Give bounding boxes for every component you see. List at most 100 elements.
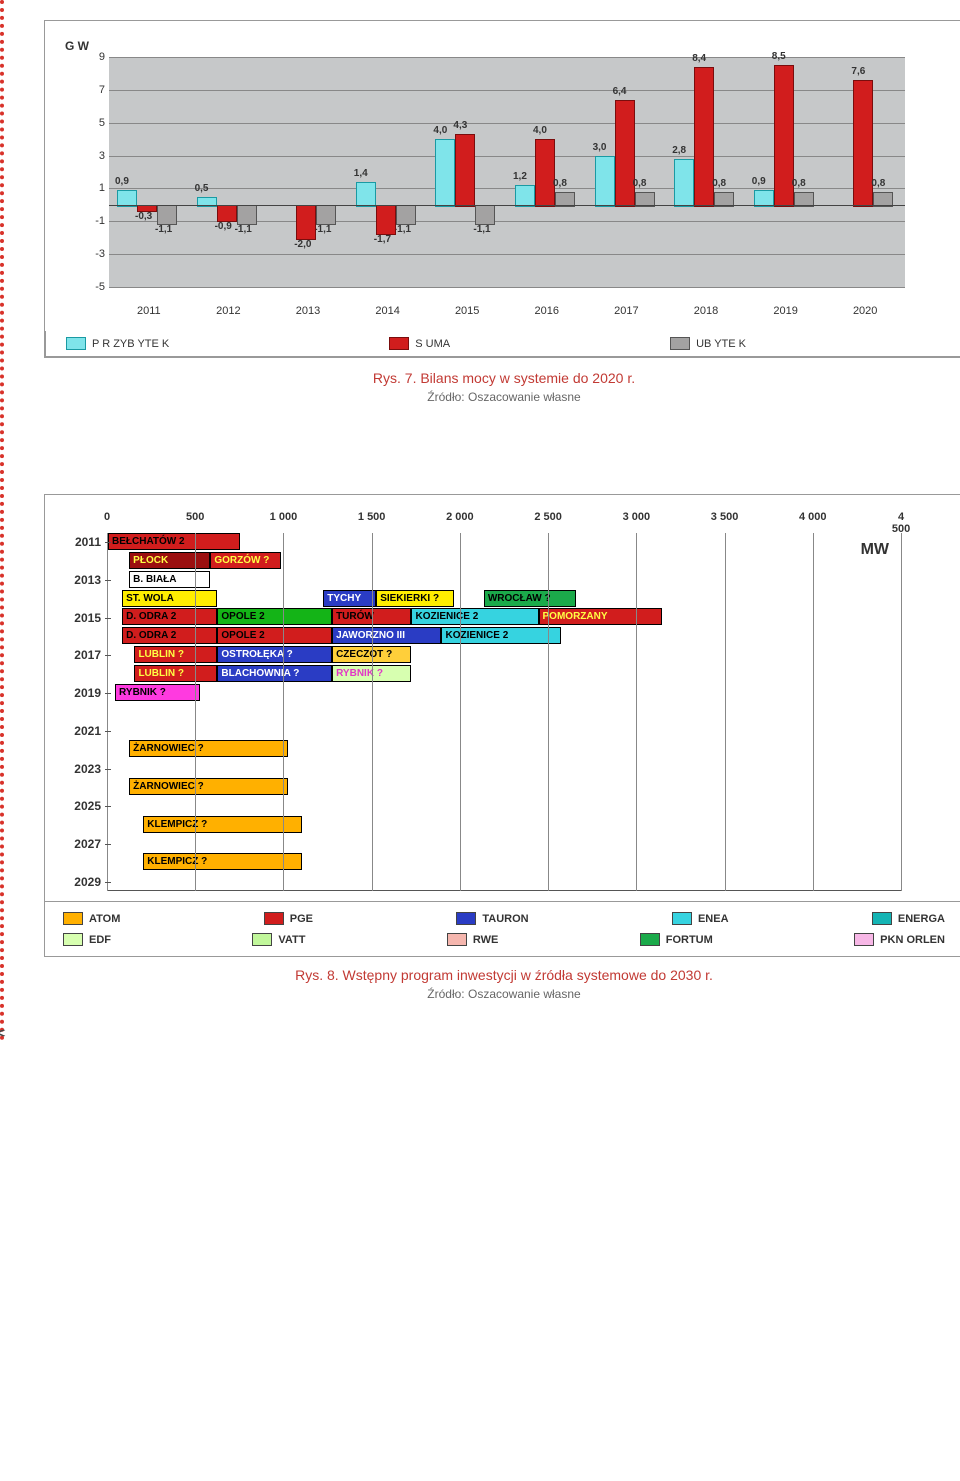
- chart1-value: 0,8: [712, 178, 726, 189]
- chart1-bar: [316, 205, 336, 225]
- chart2-xtick: 0: [104, 511, 110, 523]
- chart2-bar: WROCŁAW ?: [484, 590, 576, 607]
- chart1-xtick: 2013: [268, 305, 348, 317]
- chart1-value: 1,4: [354, 168, 368, 179]
- chart2-xtick: 1 500: [358, 511, 386, 523]
- chart2-bar: ŻARNOWIEC ?: [129, 778, 288, 795]
- chart2-ytick: 2017: [61, 648, 101, 662]
- chart2-ytick: 2011: [61, 535, 101, 549]
- chart2-xtick: 4 000: [799, 511, 827, 523]
- chart1-bar: [535, 139, 555, 207]
- chart2-legend: ATOM PGE TAURON ENEA ENERGA EDF VATT RWE FORTUM P…: [44, 902, 960, 957]
- chart1-value: 0,8: [553, 178, 567, 189]
- chart1-bar: [435, 139, 455, 207]
- chart1-frame: G W 0,9-0,3-1,10,5-1,1-0,9-1,1-2,01,4-1,…: [44, 20, 960, 358]
- chart1-xtick: 2012: [188, 305, 268, 317]
- chart2-bar: KOZIENICE 2: [411, 608, 538, 625]
- chart1-plot: 0,9-0,3-1,10,5-1,1-0,9-1,1-2,01,4-1,1-1,…: [65, 57, 905, 317]
- chart2-bar: PŁOCK: [129, 552, 210, 569]
- chart2-frame: BEŁCHATÓW 2PŁOCKGORZÓW ?B. BIAŁAST. WOLA…: [44, 494, 960, 902]
- chart1-bar: [475, 205, 495, 225]
- chart1-xtick: 2019: [746, 305, 826, 317]
- chart2-bar: OPOLE 2: [217, 627, 332, 644]
- chart2-ytick: 2013: [61, 573, 101, 587]
- chart2-legend-item: TAURON: [456, 912, 528, 925]
- chart1-xtick: 2018: [666, 305, 746, 317]
- legend-label: P R ZYB YTE K: [92, 338, 169, 350]
- chart1-xtick: 2020: [825, 305, 905, 317]
- chart1-xtick: 2014: [348, 305, 428, 317]
- chart1-bar: [237, 205, 257, 225]
- legend-swatch: [389, 337, 409, 350]
- chart2-legend-item: ATOM: [63, 912, 120, 925]
- chart2-bar: BEŁCHATÓW 2: [108, 533, 240, 550]
- chart1-value: 0,8: [871, 178, 885, 189]
- legend-swatch: [264, 912, 284, 925]
- chart2-bar: TYCHY: [323, 590, 376, 607]
- chart2-subcaption: Źródło: Oszacowanie własne: [44, 987, 960, 1001]
- chart1-value: -1,1: [473, 224, 490, 235]
- chart1-legend-item: S UMA: [389, 337, 450, 350]
- chart2-legend-item: PGE: [264, 912, 313, 925]
- chart1-value: 1,2: [513, 171, 527, 182]
- legend-label: RWE: [473, 934, 498, 946]
- chart1-xtick: 2017: [586, 305, 666, 317]
- chart2-bar: KLEMPICZ ?: [143, 816, 302, 833]
- chart2-legend-item: RWE: [447, 933, 498, 946]
- chart2-bar: JAWORZNO III: [332, 627, 441, 644]
- chart2-bar: LUBLIN ?: [134, 646, 217, 663]
- chart1-ytick: 1: [65, 182, 105, 194]
- chart2-bar: GORZÓW ?: [210, 552, 281, 569]
- legend-swatch: [854, 933, 874, 946]
- chart1-value: 0,9: [752, 176, 766, 187]
- chart1-ytick: -3: [65, 248, 105, 260]
- chart1-value: 0,5: [195, 183, 209, 194]
- chart2-bar: POMORZANY: [539, 608, 663, 625]
- chart2-mw-label: MW: [861, 541, 889, 559]
- legend-swatch: [63, 933, 83, 946]
- chart1-xtick: 2015: [427, 305, 507, 317]
- chart1-ytick: -1: [65, 215, 105, 227]
- chart2-ytick: 2015: [61, 611, 101, 625]
- chart2-legend-item: EDF: [63, 933, 111, 946]
- chart1-value: 4,0: [533, 125, 547, 136]
- chart1-bar: [694, 67, 714, 207]
- chart1-bar: [515, 185, 535, 207]
- chart1-bar: [356, 182, 376, 207]
- chart2-legend-item: VATT: [252, 933, 305, 946]
- chart1-ylabel: G W: [65, 39, 943, 53]
- legend-swatch: [670, 337, 690, 350]
- chart2-legend-item: FORTUM: [640, 933, 713, 946]
- legend-swatch: [447, 933, 467, 946]
- chart1-value: 4,0: [433, 125, 447, 136]
- chart2-ytick: 2021: [61, 724, 101, 738]
- chart2-bar: OPOLE 2: [217, 608, 332, 625]
- chart1-ytick: 5: [65, 117, 105, 129]
- scissors-icon: ✂: [0, 1021, 6, 1047]
- chart2-legend-item: PKN ORLEN: [854, 933, 945, 946]
- legend-label: ENERGA: [898, 913, 945, 925]
- chart2-bar: D. ODRA 2: [122, 608, 217, 625]
- legend-label: PKN ORLEN: [880, 934, 945, 946]
- chart2-xtick: 3 500: [711, 511, 739, 523]
- chart1-legend-item: P R ZYB YTE K: [66, 337, 169, 350]
- chart1-xtick: 2016: [507, 305, 587, 317]
- chart1-value: -2,0: [294, 239, 311, 250]
- chart2-bar: RYBNIK ?: [115, 684, 200, 701]
- chart1-value: 2,8: [672, 145, 686, 156]
- chart2-ytick: 2019: [61, 686, 101, 700]
- legend-label: ENEA: [698, 913, 729, 925]
- chart2-plot: BEŁCHATÓW 2PŁOCKGORZÓW ?B. BIAŁAST. WOLA…: [61, 511, 901, 891]
- chart1-bar: [296, 205, 316, 240]
- chart1-legend-item: UB YTE K: [670, 337, 746, 350]
- chart1-value: -1,1: [394, 224, 411, 235]
- chart1-ytick: 7: [65, 84, 105, 96]
- chart2-ytick: 2029: [61, 875, 101, 889]
- chart1-caption: Rys. 7. Bilans mocy w systemie do 2020 r…: [44, 370, 960, 386]
- chart2-xtick: 2 000: [446, 511, 474, 523]
- chart2-bar: SIEKIERKI ?: [376, 590, 454, 607]
- page: G W 0,9-0,3-1,10,5-1,1-0,9-1,1-2,01,4-1,…: [0, 0, 960, 1041]
- chart1-value: 0,8: [633, 178, 647, 189]
- chart2-bar: D. ODRA 2: [122, 627, 217, 644]
- chart1-value: -1,1: [314, 224, 331, 235]
